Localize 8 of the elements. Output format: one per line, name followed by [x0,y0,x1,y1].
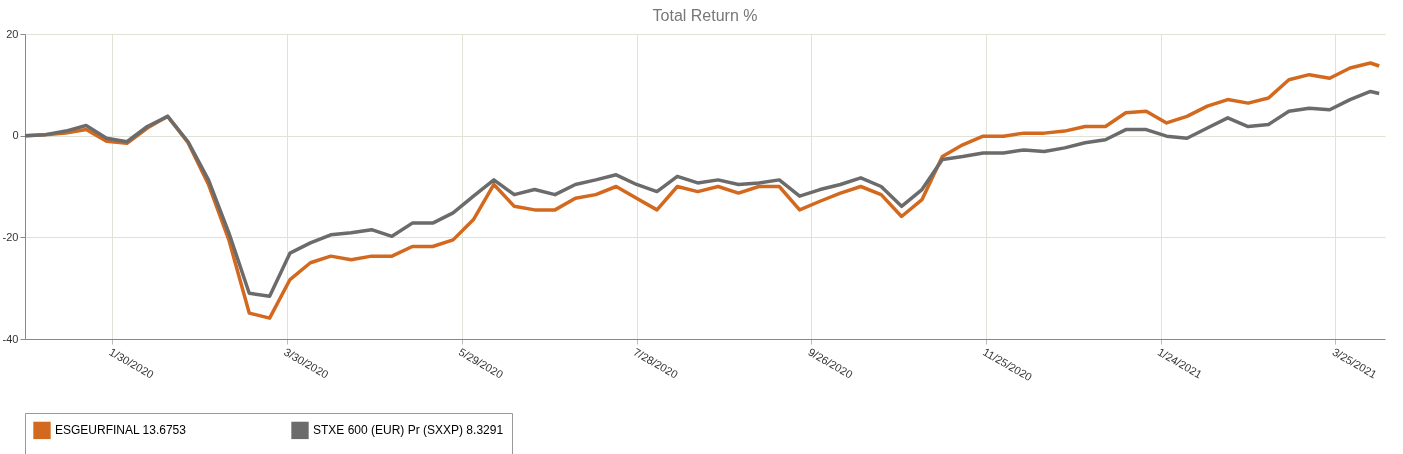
chart-title: Total Return % [652,7,758,24]
y-tick-label: 20 [6,27,19,40]
y-tick-label: 0 [12,129,19,142]
line-series [23,89,1381,299]
legend-label: ESGEURFINAL 13.6753 [55,423,187,438]
y-tick-label: -40 [2,332,19,345]
legend-label: STXE 600 (EUR) Pr (SXXP) 8.3291 [313,423,504,438]
y-tick-label: -20 [2,230,19,243]
